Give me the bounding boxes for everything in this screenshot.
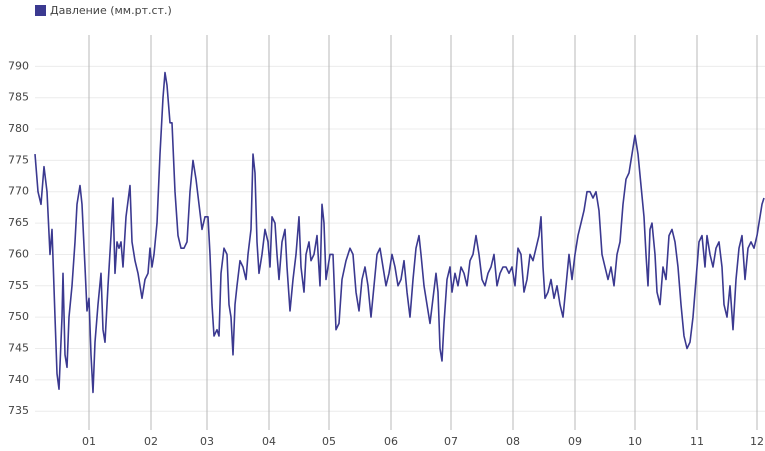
x-tick-label: 03 — [200, 435, 214, 448]
y-tick-label: 760 — [8, 247, 29, 260]
x-tick-label: 04 — [262, 435, 276, 448]
x-tick-label: 10 — [628, 435, 642, 448]
y-tick-label: 785 — [8, 91, 29, 104]
x-tick-label: 11 — [690, 435, 704, 448]
x-tick-label: 02 — [144, 435, 158, 448]
y-tick-label: 750 — [8, 310, 29, 323]
y-tick-label: 770 — [8, 185, 29, 198]
y-tick-label: 755 — [8, 279, 29, 292]
y-tick-label: 780 — [8, 122, 29, 135]
x-tick-label: 09 — [568, 435, 582, 448]
data-line — [34, 71, 765, 394]
x-tick-label: 01 — [82, 435, 96, 448]
legend-label: Давление (мм.рт.ст.) — [50, 4, 172, 17]
y-tick-label: 745 — [8, 341, 29, 354]
x-tick-label: 12 — [750, 435, 764, 448]
x-tick-label: 06 — [384, 435, 398, 448]
y-tick-label: 790 — [8, 59, 29, 72]
y-tick-label: 775 — [8, 153, 29, 166]
y-tick-label: 740 — [8, 373, 29, 386]
y-tick-label: 735 — [8, 404, 29, 417]
x-tick-label: 05 — [322, 435, 336, 448]
x-tick-label: 07 — [444, 435, 458, 448]
legend-swatch — [35, 5, 46, 16]
x-tick-label: 08 — [506, 435, 520, 448]
y-tick-label: 765 — [8, 216, 29, 229]
